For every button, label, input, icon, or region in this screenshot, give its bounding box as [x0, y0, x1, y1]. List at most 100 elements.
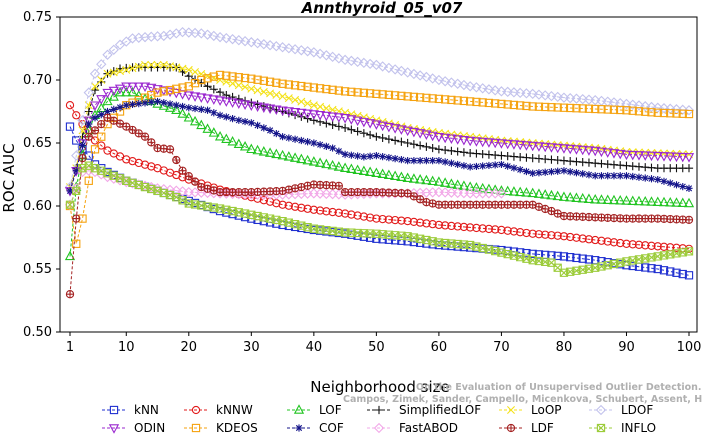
data-point-cof [497, 160, 506, 169]
x-tick-label: 20 [181, 340, 198, 355]
data-point-knnw [140, 160, 150, 169]
data-point-kdeos [572, 104, 581, 113]
legend-marker-ldof [595, 404, 607, 416]
legend-marker-knnw [191, 405, 201, 415]
legend-item-fastabod: FastABOD [367, 421, 458, 434]
data-point-lof [308, 156, 319, 166]
data-point-odin [646, 151, 657, 162]
data-point-ldf [178, 166, 187, 175]
data-point-knnw [359, 212, 369, 221]
legend-label-fastabod: FastABOD [399, 421, 458, 434]
data-point-cof [291, 135, 299, 143]
data-point-lof [314, 157, 326, 167]
data-point-kdeos [566, 103, 575, 113]
data-point-ldof [396, 65, 407, 77]
data-point-odin [196, 93, 207, 103]
data-point-odin [608, 149, 620, 159]
data-point-kdeos [478, 98, 487, 107]
data-point-kdeos [372, 89, 381, 99]
x-tick-label: 80 [556, 340, 573, 355]
data-point-knnw [322, 207, 331, 216]
legend-item-inflo: INFLO [589, 421, 656, 434]
data-point-kdeos [340, 87, 350, 96]
data-point-knnw [591, 235, 600, 245]
data-point-lof [339, 162, 351, 172]
data-point-loop [291, 95, 300, 104]
data-point-kdeos [547, 103, 556, 112]
data-point-knnw [340, 209, 350, 218]
data-point-cof [535, 169, 543, 177]
data-point-cof [647, 175, 656, 183]
data-point-loop [134, 62, 143, 71]
data-point-loop [116, 67, 125, 76]
data-point-knnw [459, 222, 469, 232]
data-point-ldof [446, 77, 457, 88]
data-point-knnw [534, 230, 544, 239]
data-point-kdeos [484, 98, 494, 108]
data-point-lof [552, 190, 563, 201]
data-point-ldof [658, 103, 670, 114]
data-point-cof [85, 120, 93, 128]
data-point-knnw [378, 214, 387, 224]
series-layer [64, 26, 695, 299]
x-tick-label: 100 [677, 340, 702, 355]
data-point-ldf [122, 122, 131, 131]
data-point-odin [390, 124, 401, 134]
data-point-knnw [447, 221, 456, 231]
data-point-cof [635, 173, 643, 181]
data-point-simplifiedlof [453, 147, 462, 156]
data-point-loop [259, 87, 268, 96]
data-point-cof [103, 107, 112, 116]
data-point-cof [610, 172, 618, 180]
data-point-simplifiedlof [228, 92, 237, 102]
data-point-kdeos [534, 102, 544, 111]
data-point-kdeos [153, 88, 162, 97]
data-point-ldof [196, 28, 207, 39]
data-point-kdeos [616, 105, 625, 115]
data-point-odin [127, 82, 138, 93]
data-point-knnw [284, 201, 293, 210]
data-point-simplifiedlof [366, 130, 375, 140]
data-point-ldf [184, 172, 193, 181]
data-point-knnw [147, 162, 156, 171]
data-point-kdeos [315, 84, 325, 93]
data-point-cof [116, 103, 124, 111]
data-point-odin [327, 112, 338, 123]
data-point-loop [278, 92, 287, 101]
data-point-knn [684, 271, 694, 280]
data-point-ldf [197, 182, 206, 192]
data-point-ldof [508, 87, 520, 98]
data-point-cof [160, 99, 168, 107]
data-point-cof [91, 114, 99, 122]
data-point-cof [560, 167, 568, 175]
data-point-lof [177, 108, 188, 118]
data-point-kdeos [522, 101, 531, 111]
data-point-ldof [339, 54, 351, 66]
data-point-lof [221, 133, 232, 143]
data-point-kdeos [228, 72, 237, 81]
data-point-ldof [314, 48, 326, 59]
data-point-kdeos [597, 105, 606, 114]
legend-item-simplifiedlof: SimplifiedLOF [367, 403, 481, 417]
data-point-knn [566, 253, 575, 262]
data-point-knn [628, 261, 637, 271]
data-point-odin [621, 150, 632, 161]
data-point-knnw [491, 225, 500, 234]
data-point-simplifiedlof [447, 146, 456, 155]
data-point-odin [283, 107, 294, 117]
data-point-ldof [346, 55, 357, 67]
data-point-ldf [334, 181, 344, 190]
data-point-odin [321, 111, 332, 122]
data-point-kdeos [516, 101, 525, 110]
data-point-knnw [265, 197, 275, 206]
data-point-kdeos [334, 86, 344, 95]
data-point-lof [390, 170, 401, 181]
data-point-loop [297, 97, 306, 106]
data-point-knnw [347, 210, 356, 219]
y-tick-label: 0.70 [23, 73, 52, 88]
legend-label-knn: kNN [134, 403, 159, 417]
data-point-cof [128, 100, 137, 109]
data-point-ldf [72, 214, 81, 223]
data-point-lof [283, 151, 294, 161]
